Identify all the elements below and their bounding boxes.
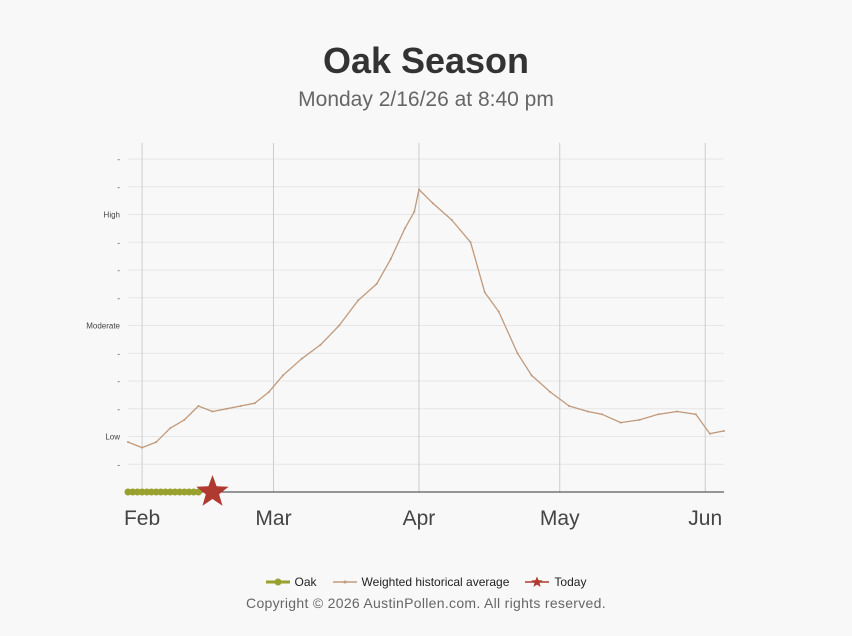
average-point	[417, 188, 420, 191]
average-point	[197, 404, 200, 407]
chart-subtitle: Monday 2/16/26 at 8:40 pm	[298, 88, 554, 111]
average-point	[356, 299, 359, 302]
legend-oak-label: Oak	[294, 575, 317, 589]
average-point	[600, 413, 603, 416]
average-point	[169, 427, 172, 430]
legend-item-today[interactable]: Today	[525, 575, 586, 589]
oak-point	[194, 488, 202, 496]
average-point	[708, 432, 711, 435]
average-point	[225, 407, 228, 410]
average-point	[183, 418, 186, 421]
y-tick-label: Moderate	[86, 322, 120, 331]
y-tick-label: -	[117, 294, 120, 303]
y-tick-label: -	[117, 238, 120, 247]
average-point	[127, 441, 129, 444]
average-point	[638, 418, 641, 421]
average-point	[483, 291, 486, 294]
y-tick-label: -	[117, 183, 120, 192]
legend-item-average[interactable]: Weighted historical average	[332, 575, 510, 589]
average-point	[723, 429, 725, 432]
average-point	[469, 241, 472, 244]
average-point	[253, 402, 256, 405]
oak-season-chart: - Low - - - Moderate - - - High - - Feb Mar Apr May Jun	[86, 143, 725, 530]
average-point	[389, 257, 392, 260]
y-tick-label: -	[117, 405, 120, 414]
average-point	[586, 410, 589, 413]
legend-average-swatch	[332, 580, 357, 584]
average-point	[619, 421, 622, 424]
average-point	[676, 410, 679, 413]
average-point	[300, 357, 303, 360]
chart-title: Oak Season	[322, 40, 530, 81]
average-point	[239, 404, 242, 407]
today-star-marker	[196, 475, 229, 506]
average-point	[141, 446, 144, 449]
average-point	[155, 441, 158, 444]
average-point	[338, 324, 341, 327]
average-point	[530, 374, 533, 377]
y-tick-label: -	[117, 155, 120, 164]
y-tick-label: -	[117, 266, 120, 275]
average-point	[516, 352, 519, 355]
y-tick-label: Low	[105, 433, 120, 442]
average-point	[450, 219, 453, 222]
average-point	[403, 227, 406, 230]
average-point	[694, 413, 697, 416]
average-point	[267, 391, 270, 394]
x-tick-label: Feb	[124, 507, 160, 530]
legend-item-oak[interactable]: Oak	[265, 575, 317, 589]
legend-average-label: Weighted historical average	[361, 575, 510, 589]
star-icon	[531, 576, 544, 587]
average-point	[432, 202, 435, 205]
average-point	[568, 404, 571, 407]
average-point	[319, 343, 322, 346]
average-point	[497, 310, 500, 313]
x-tick-label: Jun	[688, 507, 722, 530]
y-tick-label: -	[117, 460, 120, 469]
legend-oak-swatch	[265, 578, 290, 586]
copyright-notice: Copyright © 2026 AustinPollen.com. All r…	[246, 595, 606, 611]
legend-today-swatch	[525, 576, 550, 587]
average-point	[375, 282, 378, 285]
x-tick-label: May	[540, 507, 580, 530]
y-tick-label: -	[117, 349, 120, 358]
y-tick-label: -	[117, 377, 120, 386]
x-tick-label: Apr	[403, 507, 436, 530]
chart-legend: Oak Weighted historical average Today	[0, 575, 852, 589]
y-tick-label: High	[104, 211, 120, 220]
x-tick-label: Mar	[255, 507, 291, 530]
average-point	[281, 374, 284, 377]
average-point	[211, 410, 214, 413]
legend-today-label: Today	[554, 575, 587, 589]
average-point	[413, 210, 416, 213]
average-point	[657, 413, 660, 416]
average-point	[549, 391, 552, 394]
